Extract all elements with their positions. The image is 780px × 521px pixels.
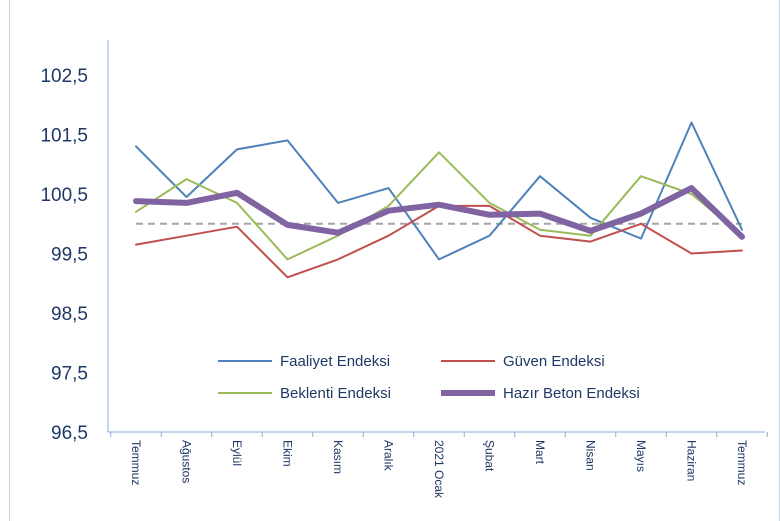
x-tick-label: Temmuz — [735, 440, 749, 485]
x-tick-label: Mayıs — [634, 440, 648, 472]
series-lines — [133, 121, 745, 279]
legend: Faaliyet Endeksi Güven Endeksi Beklenti En… — [218, 353, 640, 402]
x-tick-label: Nisan — [584, 440, 598, 471]
series-line-1 — [135, 121, 743, 261]
y-tick-label: 101,5 — [40, 126, 88, 147]
x-tick-label: Haziran — [685, 440, 699, 481]
y-tick-label: 97,5 — [51, 364, 88, 385]
x-tick-label: 2021 Ocak — [432, 440, 446, 499]
x-tick-label: Mart — [533, 440, 547, 465]
axes — [107, 40, 768, 437]
y-tick-label: 102,5 — [40, 66, 88, 87]
y-tick-label: 100,5 — [40, 185, 88, 206]
y-tick-label: 99,5 — [51, 245, 88, 266]
x-tick-label: Ekim — [281, 440, 295, 467]
chart-frame — [9, 0, 780, 521]
y-tick-label: 98,5 — [51, 304, 88, 325]
legend-label-4: Hazır Beton Endeksi — [503, 385, 640, 402]
legend-label-3: Beklenti Endeksi — [280, 385, 391, 402]
x-tick-label: Kasım — [331, 440, 345, 474]
x-tick-label: Aralık — [382, 440, 396, 472]
x-axis-ticks: Temmuz Ağustos Eylül Ekim Kasım Aralık 2021 Oc… — [129, 440, 749, 499]
legend-label-2: Güven Endeksi — [503, 353, 605, 370]
x-tick-label: Eylül — [230, 440, 244, 466]
series-line-4 — [133, 185, 745, 240]
x-tick-label: Şubat — [483, 440, 497, 472]
legend-label-1: Faaliyet Endeksi — [280, 353, 390, 370]
y-tick-label: 96,5 — [51, 423, 88, 444]
series-line-3 — [135, 151, 743, 261]
x-tick-label: Temmuz — [129, 440, 143, 485]
x-tick-label: Ağustos — [180, 440, 194, 483]
y-axis-ticks: 102,5 101,5 100,5 99,5 98,5 97,5 96,5 — [40, 66, 88, 444]
